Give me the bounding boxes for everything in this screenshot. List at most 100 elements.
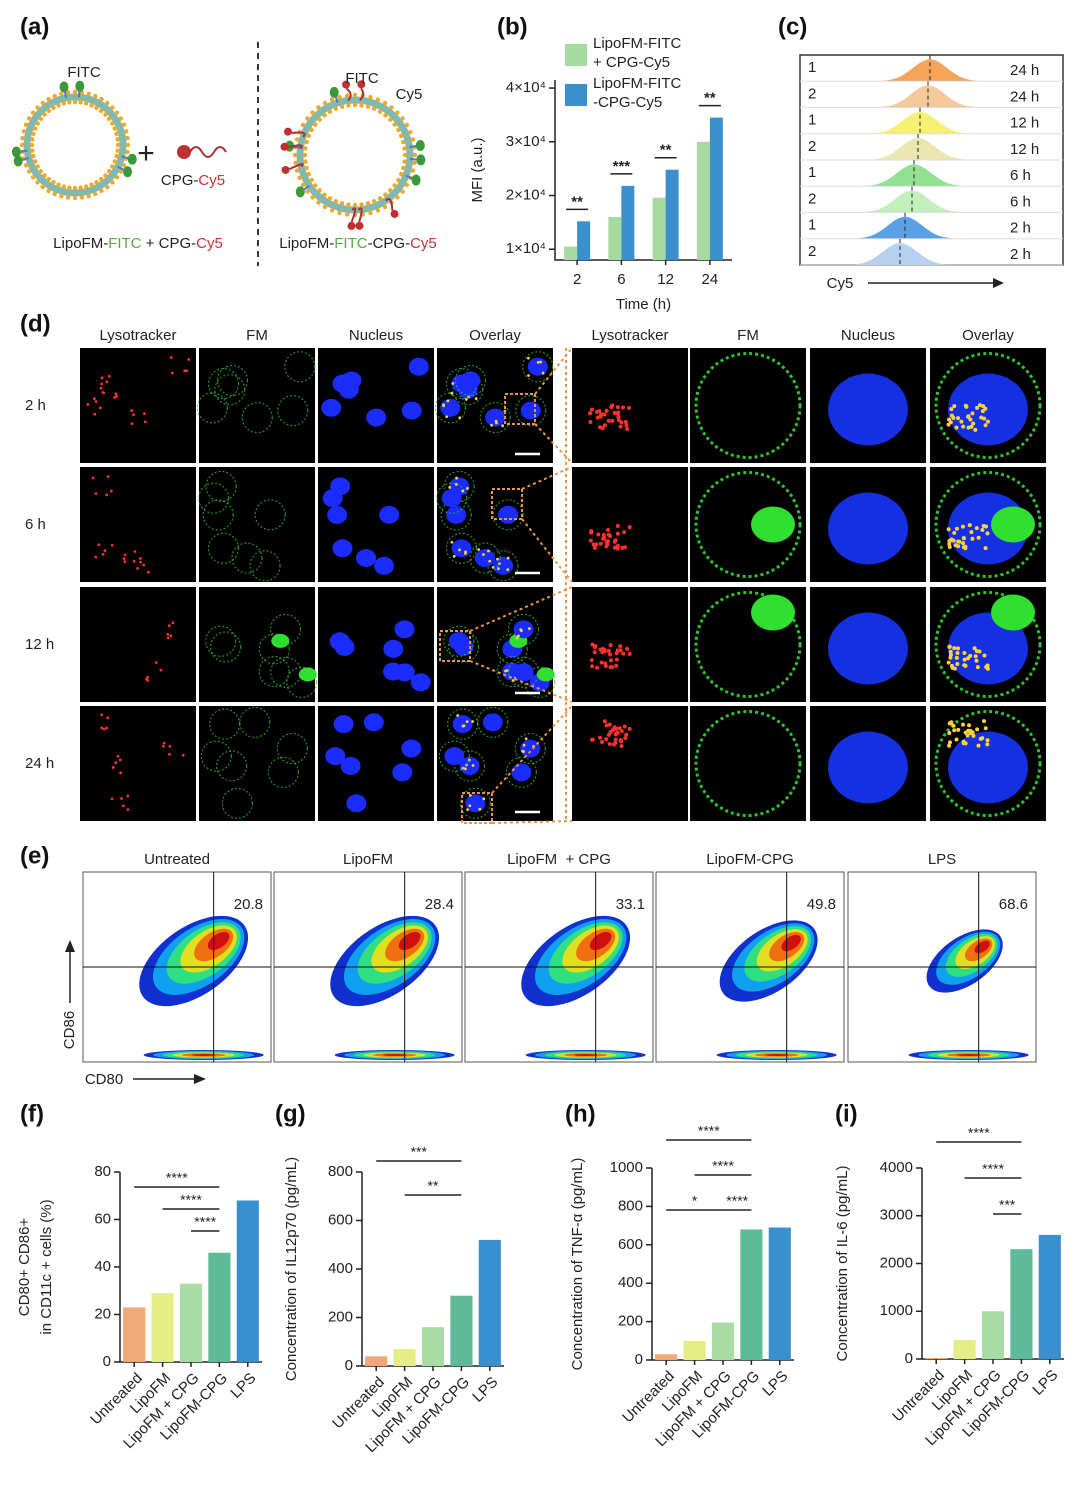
lipid-head [333,198,339,204]
lysosome [465,720,469,724]
nucleus [828,492,908,565]
nucleus [452,715,473,734]
membrane [496,633,528,665]
lysosome [984,664,989,669]
density-band [956,1054,981,1056]
lipid-head [300,182,306,188]
bilayer [23,93,127,197]
lipid-head [103,112,108,117]
lipid-head [46,176,52,182]
lysosome [964,404,969,409]
lipid-head [23,122,29,127]
lysosome [591,542,596,547]
density-band [191,1054,216,1056]
lysosome [973,654,978,659]
y-axis-label: CD80+ CD86+ [16,1218,33,1317]
fm-cluster [991,594,1035,631]
lipid-head [309,127,314,133]
lysosome [506,568,510,572]
membrane [209,708,241,740]
histogram [802,164,1061,187]
lysosome [617,726,622,731]
lipid-head [23,163,29,168]
lipid-head [99,188,104,194]
histogram [802,111,1061,134]
membrane [934,591,1042,698]
lipid-head [400,116,405,121]
lipid-head [93,93,98,99]
lysosome [961,545,966,550]
lysosome [951,415,956,420]
lysosome [130,422,134,426]
panel-label: (c) [778,13,807,40]
lysosome [133,550,137,553]
lipid-head [377,196,383,201]
lysosome [626,405,631,410]
lysosome [604,723,609,728]
lipid-head [327,196,333,201]
lysosome [961,536,966,541]
lysosome [110,543,114,547]
significance: **** [982,1161,1004,1177]
lysosome [599,740,604,745]
lipid-head [303,159,308,164]
quadrant-value: 20.8 [234,896,263,913]
lysosome [976,535,981,540]
membrane [694,591,802,698]
tether [121,155,130,160]
panel-label: (f) [20,1100,44,1127]
lysosome [588,420,593,425]
lipid-head [333,106,339,112]
nucleus [401,401,422,420]
caption: LipoFM-FITC + CPG-Cy5 [53,235,223,252]
lipid-head [94,180,99,185]
lysosome [589,737,594,742]
micrograph [572,706,688,821]
histogram [802,216,1061,239]
lysosome [139,560,143,564]
flow-plot [464,871,654,1063]
lysosome [143,420,147,424]
lipid-head [401,165,406,171]
membrane [524,666,556,698]
fm-cluster [298,667,317,682]
bar [421,1327,445,1366]
column-header: Overlay [469,327,521,344]
bar [478,1239,501,1366]
membrane [694,471,802,578]
nucleus [356,549,377,568]
lipid-head [306,133,312,139]
lysosome [147,570,150,574]
lysosome [619,739,624,744]
lipid-head [352,202,358,208]
lipid-head [294,168,300,173]
lysosome [442,403,446,407]
lysosome [454,482,458,486]
flow-plot [847,871,1037,1063]
lysosome [985,738,990,743]
lysosome [978,736,983,741]
lysosome [954,425,959,430]
membrane [196,392,228,424]
micrograph [198,467,315,582]
nucleus [828,373,908,446]
nucleus [459,756,480,775]
lipid-head [401,139,406,145]
arrow-head [194,1074,206,1084]
image-bg [690,706,806,821]
lysosome [968,653,973,658]
lysosome [478,807,482,811]
lipid-head [303,146,308,151]
zoom-link [469,660,573,703]
lysosome [105,493,109,497]
lipid-head [306,171,312,177]
density-band [382,1054,407,1056]
lipid-head [83,184,89,189]
y-tick-label: 600 [618,1236,643,1253]
hist-axis-label: Cy5 [827,275,854,292]
lysosome [982,719,987,724]
lysosome [948,649,953,654]
replicate-label: 2 [808,243,816,260]
lipid-head [371,106,377,112]
bar [683,1340,706,1360]
